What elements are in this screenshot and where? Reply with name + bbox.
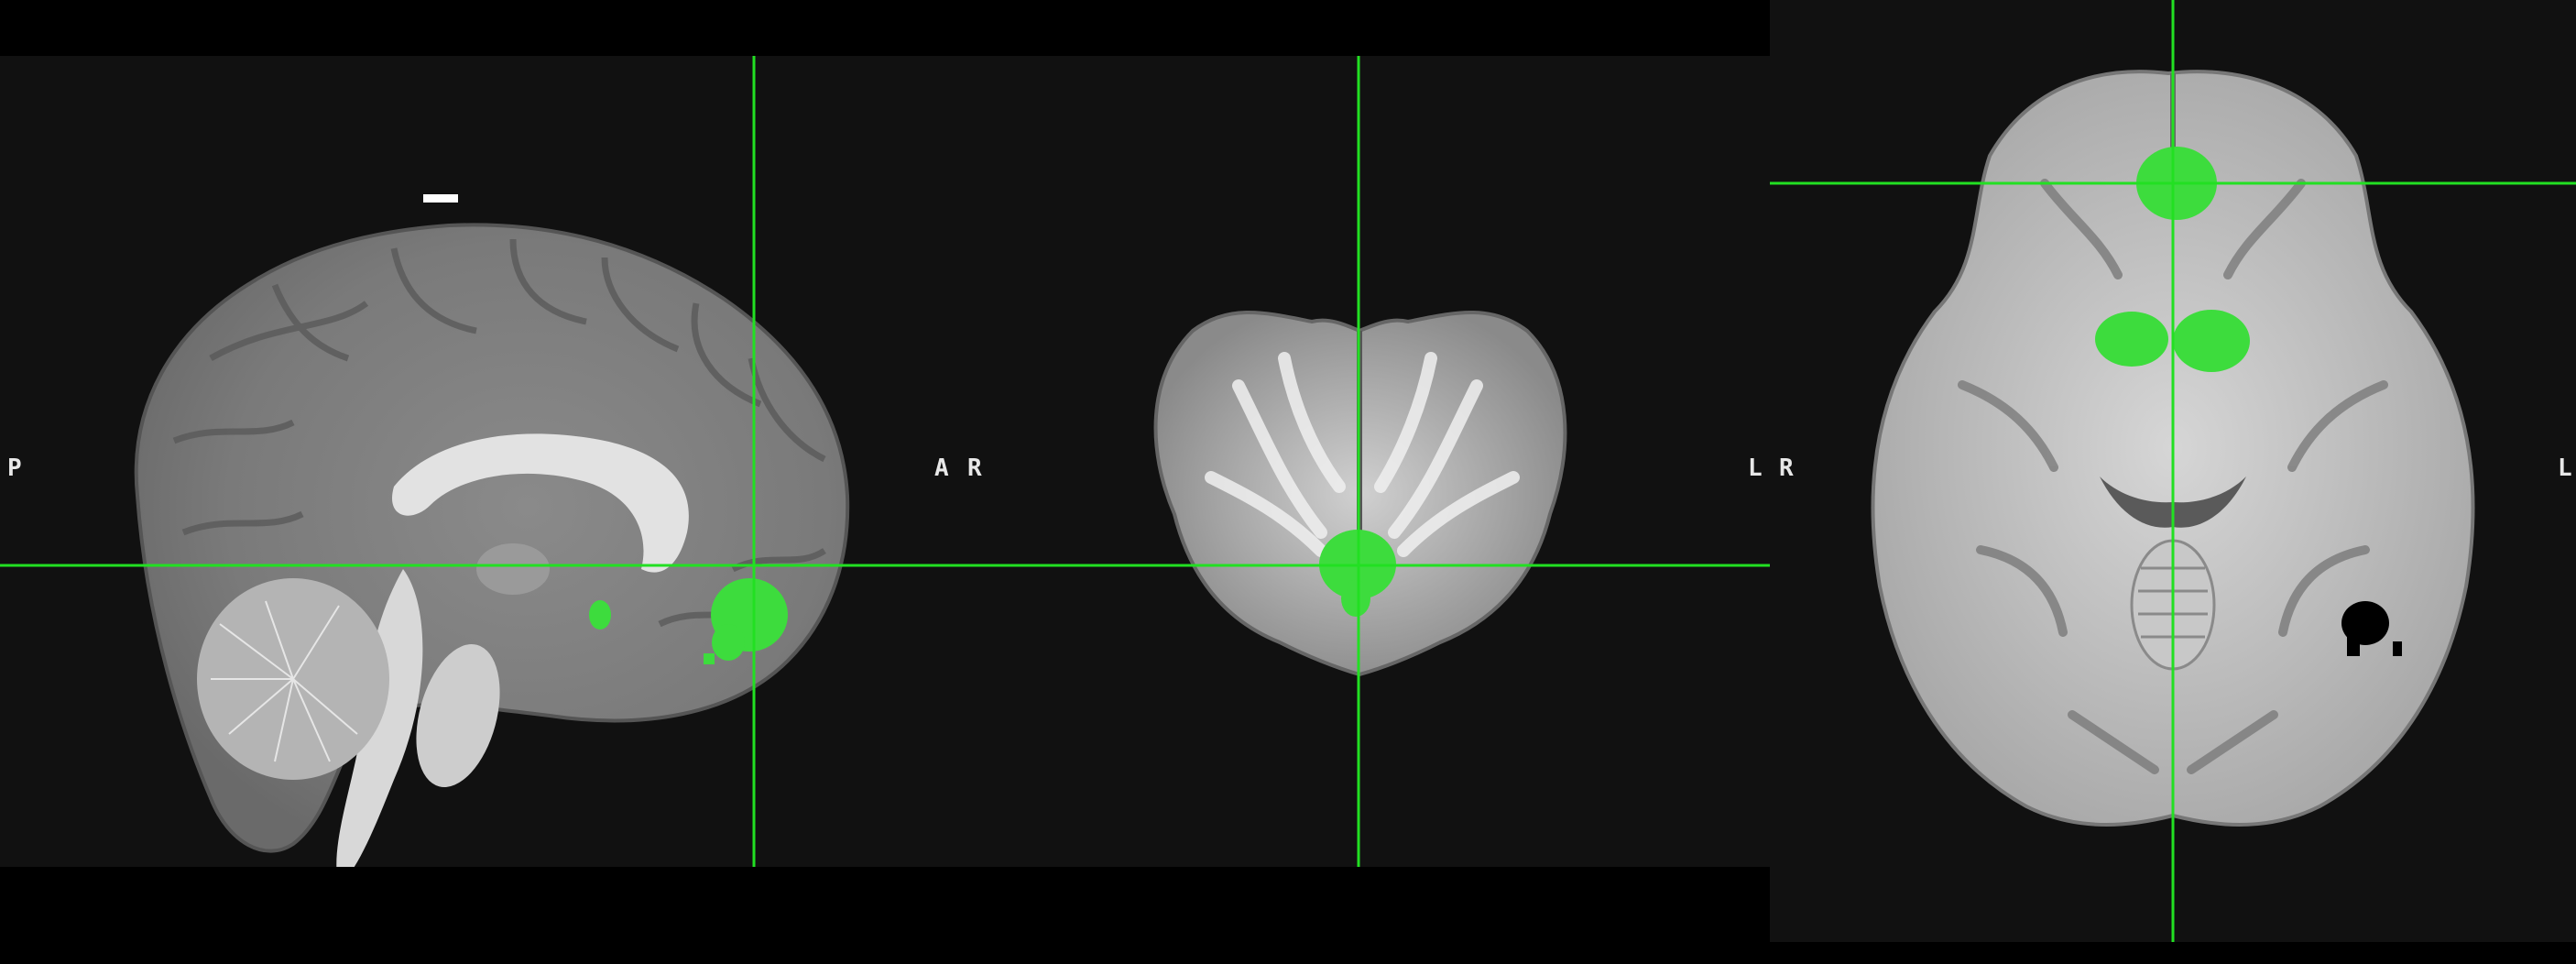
orientation-label-left: R — [1779, 455, 1795, 482]
corpus-callosum — [392, 433, 689, 573]
axial-slice-image — [1770, 0, 2576, 942]
orientation-label-left: R — [967, 455, 983, 482]
orientation-label-left: P — [7, 455, 23, 482]
slice-marker — [423, 194, 458, 203]
sagittal-view[interactable]: P A — [0, 56, 964, 867]
orientation-label-right: A — [934, 455, 950, 482]
coronal-slice-image — [964, 56, 1770, 867]
coronal-view[interactable]: R L — [964, 56, 1770, 867]
axial-view[interactable]: R L — [1770, 0, 2576, 942]
lesion-mask — [2341, 601, 2402, 656]
orientation-label-right: L — [1748, 455, 1763, 482]
cerebellum — [197, 578, 389, 780]
orientation-label-right: L — [2558, 455, 2573, 482]
sagittal-activation-cluster — [589, 578, 788, 664]
sagittal-slice-image — [0, 56, 964, 867]
